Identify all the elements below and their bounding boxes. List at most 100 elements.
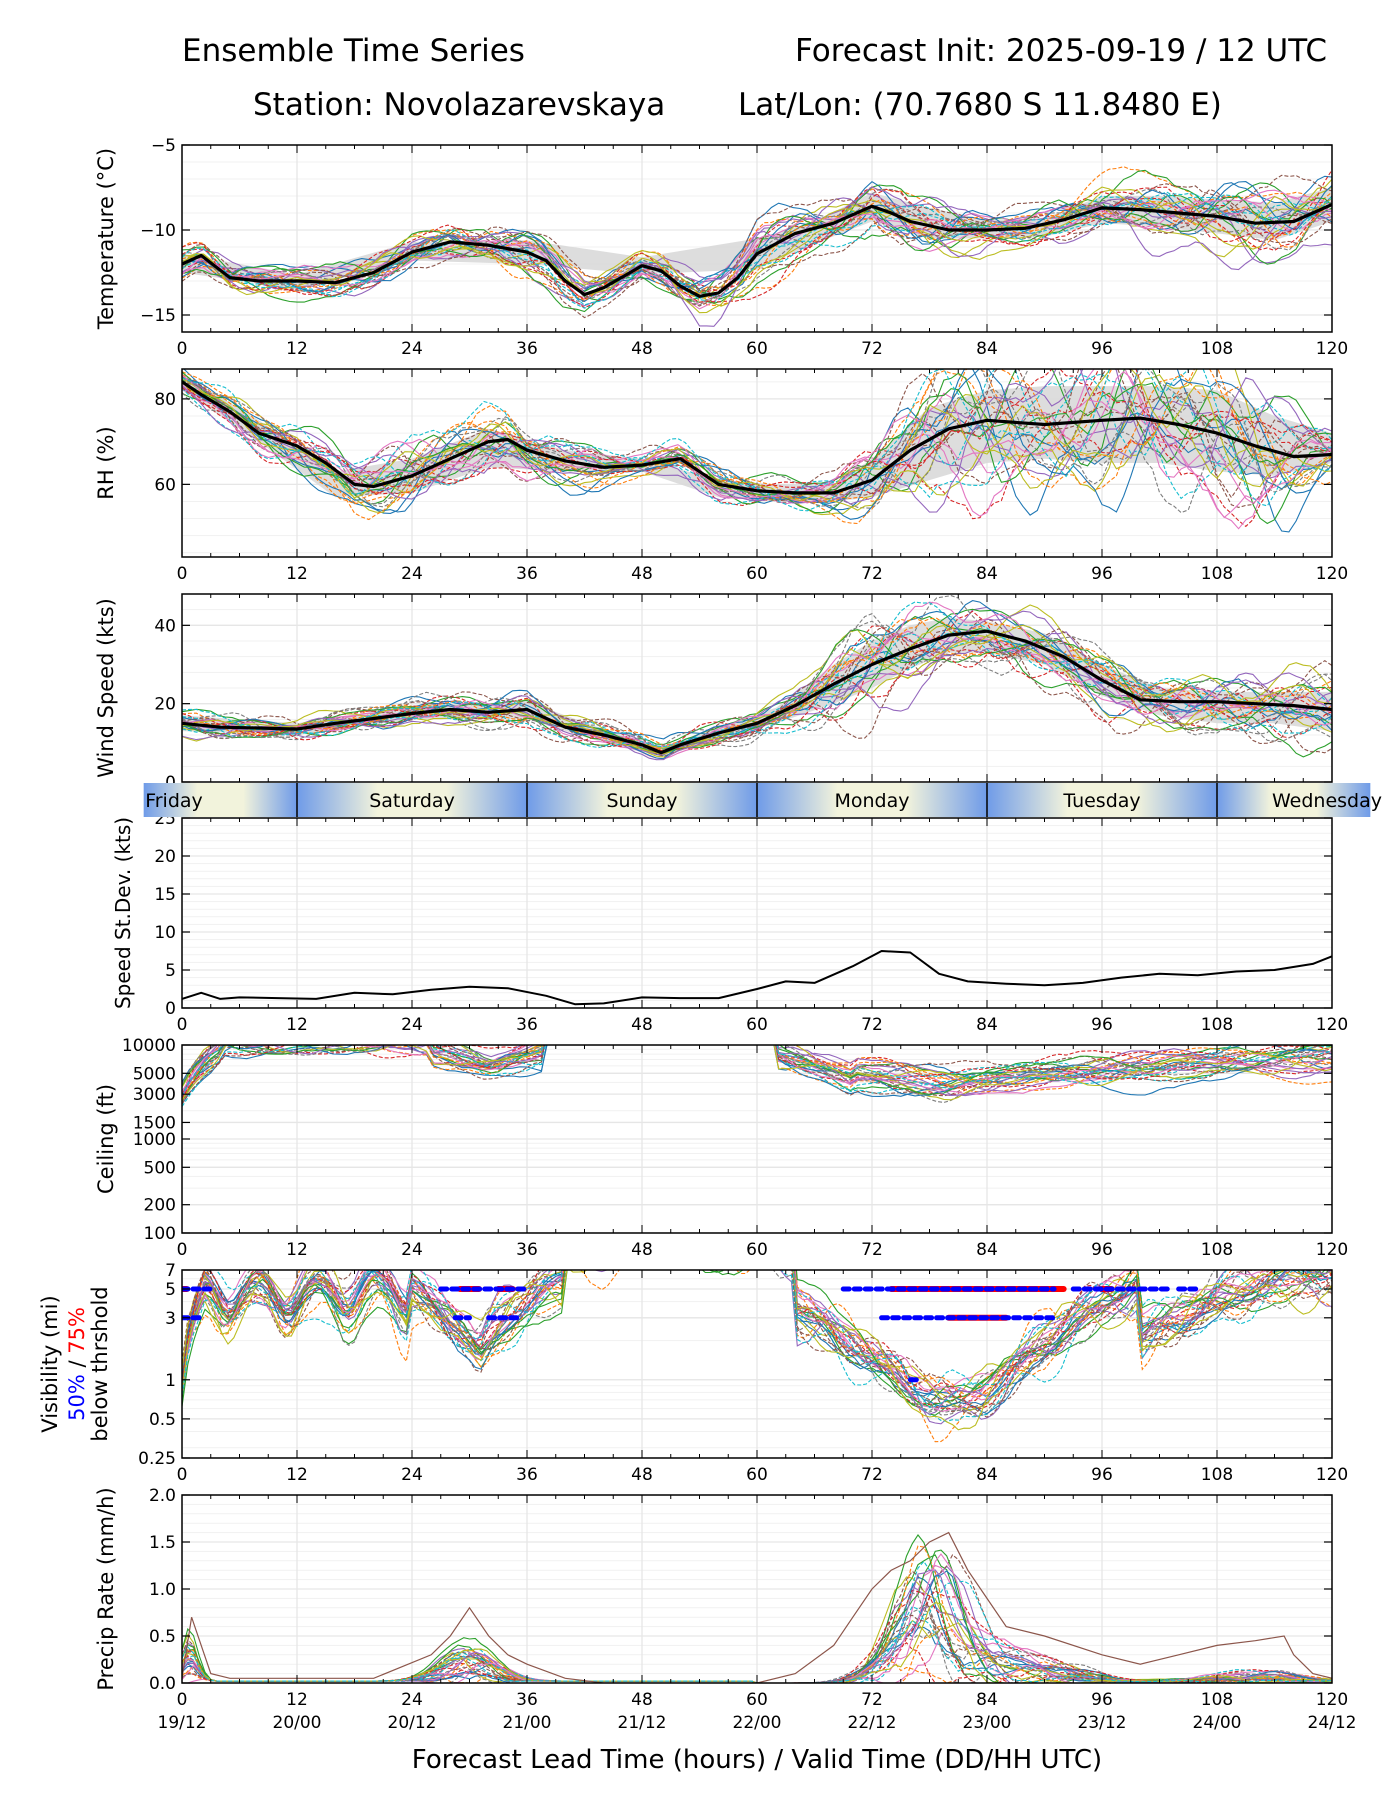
x-tick-label: 12 bbox=[286, 1465, 308, 1485]
x-tick-label: 36 bbox=[516, 564, 538, 584]
x-tick-label: 0 bbox=[177, 1465, 188, 1485]
x-tick-label: 24 bbox=[401, 1015, 423, 1035]
y-tick-label: 10000 bbox=[122, 1036, 176, 1056]
day-segment bbox=[987, 783, 1217, 817]
day-segment bbox=[143, 783, 297, 817]
x-tick-label: 0 bbox=[177, 1240, 188, 1260]
grid-ceiling bbox=[182, 1045, 1332, 1233]
y-axis-label: Speed St.Dev. (kts) bbox=[111, 817, 135, 1009]
station-label: Station: Novolazarevskaya bbox=[253, 87, 666, 123]
panel-temperature: −15 −10 −5 0 12 24 36 48 60 72 84 96 108 120 Temperatu… bbox=[94, 136, 1348, 359]
ensemble-member-line bbox=[182, 369, 1332, 496]
x-tick-label: 60 bbox=[746, 1015, 768, 1035]
ensemble-member-line bbox=[182, 1270, 1332, 1414]
ensemble-member-line bbox=[182, 1270, 1330, 1406]
max-member-line bbox=[182, 1531, 1332, 1683]
plot-area-speed-stdev bbox=[182, 818, 1332, 1008]
plot-area-temperature bbox=[182, 145, 1332, 332]
y-axis-label: Wind Speed (kts) bbox=[94, 598, 118, 778]
ensemble-member-line bbox=[182, 1270, 1332, 1417]
x-tick-label: 60 bbox=[746, 564, 768, 584]
day-label: Saturday bbox=[369, 790, 455, 812]
ensemble-member-line bbox=[182, 1045, 1332, 1099]
y-tick-label: 80 bbox=[154, 390, 176, 410]
ensemble-mean-line bbox=[182, 380, 1332, 495]
ensemble-member-line bbox=[182, 1045, 1332, 1097]
ensemble-member-line bbox=[182, 369, 1332, 507]
panel-wind: 0204001224364860728496108120Wind Speed (… bbox=[94, 593, 1348, 809]
legend-separator: / bbox=[65, 1354, 89, 1374]
title-left: Ensemble Time Series bbox=[182, 33, 525, 69]
ensemble-member-line bbox=[182, 188, 1332, 302]
x-tick-label: 0 bbox=[177, 339, 188, 359]
valid-time-label: 19/12 bbox=[158, 1713, 207, 1733]
x-tick-label: 96 bbox=[1091, 339, 1113, 359]
ensemble-member-line bbox=[182, 595, 1332, 748]
ensemble-member-line bbox=[182, 1270, 1332, 1443]
ensemble-member-line bbox=[182, 1270, 1332, 1409]
y-tick-label: 3 bbox=[165, 1309, 176, 1329]
panel-visibility: 0.25 0.5 1 3 57 0 12 24 36 48 60 72 84 96 108 120 Visibi… bbox=[38, 1261, 1348, 1485]
ensemble-member-line bbox=[182, 1270, 1332, 1431]
ensemble-member-line bbox=[182, 1045, 1332, 1097]
legend-75-percent: 75% bbox=[65, 1307, 89, 1354]
day-band: Friday Saturday Sunday Monday Tuesday Wednesd… bbox=[143, 783, 1382, 817]
x-tick-label: 96 bbox=[1091, 1015, 1113, 1035]
y-tick-label: 0.0 bbox=[149, 1674, 176, 1694]
y-tick-label: 1000 bbox=[133, 1130, 176, 1150]
ensemble-member-line bbox=[182, 1045, 1332, 1097]
x-tick-label: 48 bbox=[631, 1240, 653, 1260]
x-tick-label: 108 bbox=[1201, 1465, 1233, 1485]
ensemble-member-line bbox=[182, 1045, 1332, 1095]
y-tick-label: 5 bbox=[165, 961, 176, 981]
y-tick-label: 5000 bbox=[133, 1064, 176, 1084]
x-tick-label: 48 bbox=[631, 1690, 653, 1710]
ensemble-mean-line bbox=[182, 203, 1332, 298]
x-tick-label: 24 bbox=[401, 564, 423, 584]
ensemble-member-line bbox=[182, 1045, 1332, 1091]
ensemble-member-line bbox=[182, 189, 1332, 306]
x-tick-label: 108 bbox=[1201, 564, 1233, 584]
y-axis-label: Precip Rate (mm/h) bbox=[94, 1487, 118, 1690]
ensemble-member-line bbox=[182, 1270, 1317, 1398]
ensemble-member-line bbox=[182, 369, 1332, 502]
day-segment bbox=[297, 783, 527, 817]
ensemble-member-line bbox=[182, 601, 1332, 749]
y-axis-label: Visibility (mi) bbox=[38, 1295, 62, 1432]
ensemble-member-line bbox=[182, 604, 1332, 755]
ensemble-member-line bbox=[182, 369, 1332, 512]
x-tick-label: 36 bbox=[516, 1015, 538, 1035]
ensemble-member-line bbox=[182, 1045, 1332, 1098]
title-right: Forecast Init: 2025-09-19 / 12 UTC bbox=[795, 33, 1327, 69]
ensemble-member-line bbox=[182, 193, 1332, 306]
y-tick-label: 0.5 bbox=[149, 1410, 176, 1430]
x-tick-label: 36 bbox=[516, 1240, 538, 1260]
day-label: Sunday bbox=[606, 790, 677, 812]
day-label: Wednesday bbox=[1272, 790, 1382, 812]
ensemble-member-line bbox=[182, 617, 1332, 746]
x-tick-label: 24 bbox=[401, 1690, 423, 1710]
y-axis-label: below thrshold bbox=[88, 1286, 112, 1441]
x-tick-label: 108 bbox=[1201, 1690, 1233, 1710]
ensemble-member-line bbox=[182, 1045, 1332, 1097]
y-tick-label: 5 bbox=[165, 1280, 176, 1300]
valid-time-label: 22/00 bbox=[733, 1713, 782, 1733]
ensemble-spread-band bbox=[182, 187, 1332, 290]
x-tick-label: 36 bbox=[516, 1690, 538, 1710]
valid-time-label: 21/00 bbox=[503, 1713, 552, 1733]
x-tick-label: 48 bbox=[631, 339, 653, 359]
y-tick-label: 3000 bbox=[133, 1085, 176, 1105]
x-tick-label: 120 bbox=[1316, 1690, 1348, 1710]
y-tick-label: 100 bbox=[144, 1224, 176, 1244]
x-tick-label: 60 bbox=[746, 1240, 768, 1260]
x-tick-label: 120 bbox=[1316, 339, 1348, 359]
ensemble-members-ceiling bbox=[182, 1045, 1332, 1107]
ensemble-member-line bbox=[182, 627, 1332, 754]
ensemble-member-line bbox=[182, 1045, 1332, 1098]
x-tick-label: 96 bbox=[1091, 1465, 1113, 1485]
x-tick-label: 48 bbox=[631, 1465, 653, 1485]
day-label: Monday bbox=[834, 790, 909, 812]
legend-50-percent: 50% bbox=[65, 1374, 89, 1421]
x-tick-label: 12 bbox=[286, 564, 308, 584]
y-tick-label: 0 bbox=[165, 999, 176, 1019]
